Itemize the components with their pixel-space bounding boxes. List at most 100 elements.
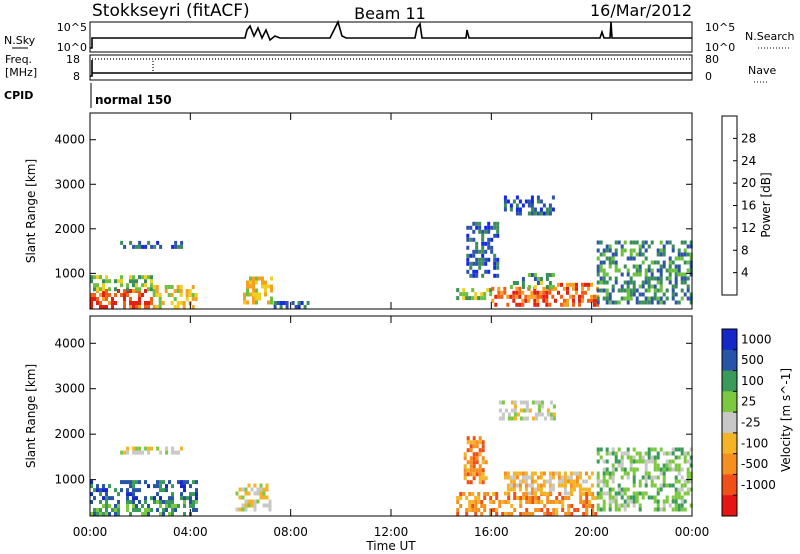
data-cell [469, 480, 473, 485]
data-cell [176, 285, 180, 289]
data-cell [680, 296, 684, 301]
data-cell [533, 302, 537, 307]
data-cell [572, 471, 576, 476]
data-cell [629, 280, 633, 285]
data-cell [623, 451, 627, 456]
data-cell [185, 293, 189, 297]
data-cell [503, 290, 507, 295]
data-cell [93, 283, 96, 288]
data-cell [468, 296, 472, 301]
data-cell [261, 284, 264, 289]
data-cell [162, 512, 165, 516]
data-cell [494, 294, 498, 299]
data-cell [638, 507, 642, 512]
data-cell [111, 496, 114, 501]
data-cell [465, 296, 469, 301]
data-cell [647, 300, 651, 305]
data-cell [249, 276, 252, 281]
data-cell [596, 475, 600, 480]
data-cell [668, 503, 672, 508]
data-cell [183, 500, 186, 504]
power-colorbar-label: Power [dB] [759, 172, 773, 237]
data-cell [498, 504, 502, 508]
data-cell [656, 455, 660, 460]
data-cell [463, 476, 467, 481]
data-cell [463, 452, 467, 457]
data-cell [480, 296, 484, 301]
data-cell [569, 294, 572, 299]
data-cell [144, 446, 148, 451]
data-cell [608, 276, 612, 281]
data-cell [465, 292, 469, 297]
data-cell [533, 294, 537, 299]
data-cell [459, 496, 463, 500]
data-cell [105, 279, 108, 284]
data-cell [489, 512, 493, 516]
data-cell [484, 249, 488, 254]
data-cell [243, 296, 246, 301]
data-cell [478, 480, 482, 485]
data-cell [566, 290, 569, 295]
data-cell [605, 256, 609, 261]
data-cell [591, 504, 595, 508]
data-cell [153, 500, 156, 504]
data-cell [177, 450, 181, 455]
data-cell [635, 264, 639, 269]
nsky-tick-bottom: 10^0 [57, 41, 87, 54]
data-cell [135, 305, 138, 309]
data-cell [238, 495, 242, 500]
data-cell [259, 487, 263, 492]
data-cell [575, 471, 579, 476]
data-cell [650, 479, 654, 484]
data-cell [584, 471, 588, 476]
data-cell [108, 279, 111, 284]
data-cell [173, 305, 177, 309]
nsearch-label: N.Search [745, 30, 795, 43]
data-cell [524, 199, 528, 204]
data-cell [120, 283, 123, 288]
data-cell [659, 248, 663, 253]
data-cell [512, 290, 516, 295]
data-cell [662, 479, 666, 484]
data-cell [680, 252, 684, 257]
data-cell [120, 279, 123, 284]
data-cell [513, 404, 517, 409]
data-cell [608, 495, 612, 500]
data-cell [569, 487, 573, 492]
data-cell [241, 487, 245, 492]
data-cell [552, 512, 556, 516]
data-cell [484, 229, 488, 234]
data-cell [635, 495, 639, 500]
data-cell [623, 503, 627, 508]
data-cell [686, 487, 690, 492]
data-cell [590, 294, 593, 299]
data-cell [680, 276, 684, 281]
data-cell [629, 459, 633, 464]
data-cell [629, 248, 633, 253]
freq-trace [90, 60, 692, 77]
data-cell [138, 287, 141, 292]
data-cell [531, 496, 535, 500]
data-cell [114, 508, 117, 512]
data-cell [545, 285, 549, 289]
data-cell [111, 305, 114, 309]
data-cell [543, 512, 547, 516]
data-cell [102, 293, 105, 297]
data-cell [530, 487, 534, 492]
data-cell [596, 495, 600, 500]
data-cell [644, 240, 648, 245]
data-cell [542, 294, 546, 299]
data-cell [644, 248, 648, 253]
data-cell [466, 233, 470, 238]
data-cell [90, 279, 93, 284]
data-cell [515, 281, 519, 285]
data-cell [518, 207, 522, 212]
data-cell [456, 296, 460, 301]
data-cell [512, 475, 516, 480]
data-cell [135, 301, 138, 305]
data-cell [599, 260, 603, 265]
data-cell [497, 290, 501, 295]
data-cell [537, 508, 541, 512]
data-cell [165, 484, 168, 489]
data-cell [469, 265, 473, 270]
